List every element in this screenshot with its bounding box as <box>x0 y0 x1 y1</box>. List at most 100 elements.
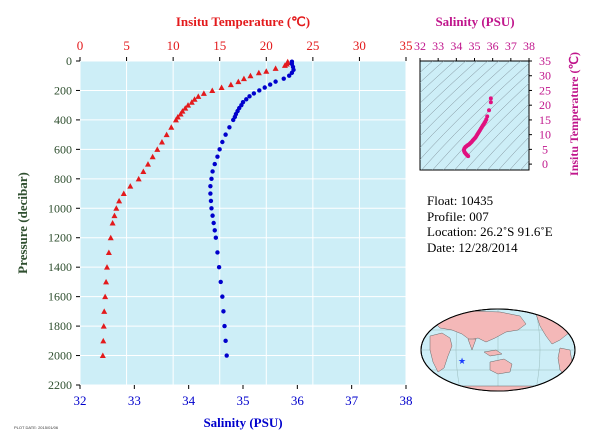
profile-number: Profile: 007 <box>427 208 489 224</box>
pressure-tick-label: 1800 <box>48 319 72 333</box>
salinity-point <box>218 279 223 285</box>
profile-chart: 0 5 10 15 20 25 30 35 32 33 34 35 36 37 38 0 200 400 600… <box>15 14 413 430</box>
pressure-axis-label: Pressure (decibar) <box>15 172 30 274</box>
density-contour <box>421 63 529 170</box>
temperature-point <box>255 69 262 76</box>
temperature-point <box>168 124 175 130</box>
temperature-point <box>116 197 123 204</box>
salinity-point <box>289 70 295 75</box>
temperature-point <box>191 96 198 102</box>
ts-point <box>488 100 493 105</box>
temperature-point <box>100 337 107 344</box>
density-contour <box>420 61 478 115</box>
ts-salinity-tick-label: 36 <box>487 39 499 53</box>
salinity-point <box>216 264 222 270</box>
temperature-tick-label: 0 <box>77 38 84 53</box>
density-contour <box>420 61 434 73</box>
temperature-tick-label: 5 <box>123 38 130 53</box>
temperature-point <box>182 105 189 111</box>
temperature-tick-label: 30 <box>353 38 366 53</box>
salinity-point <box>251 91 257 96</box>
ts-temperature-tick-label: 30 <box>539 69 551 83</box>
salinity-point <box>212 228 217 233</box>
ts-salinity-axis-label: Salinity (PSU) <box>435 14 514 29</box>
density-contour <box>520 160 529 170</box>
salinity-point <box>224 353 229 358</box>
density-contour <box>443 83 529 170</box>
density-contour <box>432 72 529 170</box>
salinity-point <box>257 88 262 93</box>
temperature-point <box>172 116 179 123</box>
temperature-point <box>281 62 288 68</box>
date: Date: 12/28/2014 <box>427 239 518 255</box>
temperature-tick-label: 10 <box>167 38 180 53</box>
ts-point <box>487 108 492 113</box>
density-contour <box>465 103 529 170</box>
pressure-tick-label: 1000 <box>48 201 72 215</box>
plot-date-footer: PLOT DATE: 2015/01/06 <box>14 425 59 430</box>
temperature-point <box>102 293 109 300</box>
temperature-point <box>235 78 242 85</box>
salinity-point <box>220 294 225 299</box>
temperature-point <box>154 146 161 152</box>
pressure-tick-label: 0 <box>66 54 72 68</box>
temperature-point <box>185 102 192 108</box>
location: Location: 26.2˚S 91.6˚E <box>427 224 553 239</box>
world-map: ★ <box>420 308 576 392</box>
temperature-point <box>177 111 184 117</box>
profile-gridlines <box>79 60 407 386</box>
temperature-point <box>99 352 106 359</box>
ts-density-contours <box>420 51 601 180</box>
temperature-point <box>163 131 170 138</box>
salinity-point <box>221 309 226 314</box>
indonesia-shape <box>483 349 503 357</box>
ts-point <box>488 96 493 101</box>
salinity-axis-label: Salinity (PSU) <box>203 415 282 430</box>
salinity-point <box>212 161 217 167</box>
float-id: Float: 10435 <box>427 193 494 208</box>
pressure-tick-label: 2000 <box>48 349 72 363</box>
salinity-point <box>223 132 228 137</box>
temperature-point <box>103 278 110 285</box>
float-location-marker: ★ <box>458 357 466 367</box>
salinity-point <box>217 147 222 152</box>
salinity-point <box>223 338 228 344</box>
density-contour <box>498 136 529 170</box>
temperature-point <box>272 65 279 71</box>
india-shape <box>467 338 477 351</box>
salinity-point <box>247 94 252 99</box>
salinity-point <box>273 79 278 84</box>
density-contour <box>420 61 522 160</box>
temperature-point <box>109 220 116 226</box>
density-contour <box>420 61 489 126</box>
salinity-tick-label: 33 <box>128 393 141 408</box>
ts-temperature-axis-label: Insitu Temperature (℃) <box>567 52 581 176</box>
salinity-point <box>281 76 286 81</box>
temperature-tick-label: 25 <box>306 38 319 53</box>
profile-tick-marks <box>76 57 407 389</box>
temperature-point <box>188 99 195 105</box>
density-contour <box>523 51 601 180</box>
temperature-point <box>218 84 225 91</box>
salinity-tick-label: 36 <box>291 393 305 408</box>
temperature-point <box>227 81 234 88</box>
temperature-point <box>101 308 108 314</box>
salinity-point <box>210 213 215 218</box>
temperature-point <box>149 153 156 160</box>
temperature-point <box>135 175 142 182</box>
salinity-point <box>215 250 220 255</box>
temperature-tick-label: 15 <box>213 38 226 53</box>
salinity-tick-label: 38 <box>400 393 413 408</box>
density-contour <box>420 61 511 148</box>
salinity-point <box>208 191 213 196</box>
ts-temperature-tick-label: 10 <box>539 128 551 142</box>
temperature-point <box>240 75 247 82</box>
density-contour <box>420 61 456 94</box>
temperature-point <box>140 168 147 174</box>
ts-temperature-tick-label: 15 <box>539 113 551 127</box>
ts-temperature-tick-label: 25 <box>539 83 551 97</box>
ts-point <box>466 154 471 159</box>
ts-salinity-tick-label: 32 <box>414 39 426 53</box>
salinity-point <box>244 97 249 102</box>
salinity-point <box>262 85 267 90</box>
